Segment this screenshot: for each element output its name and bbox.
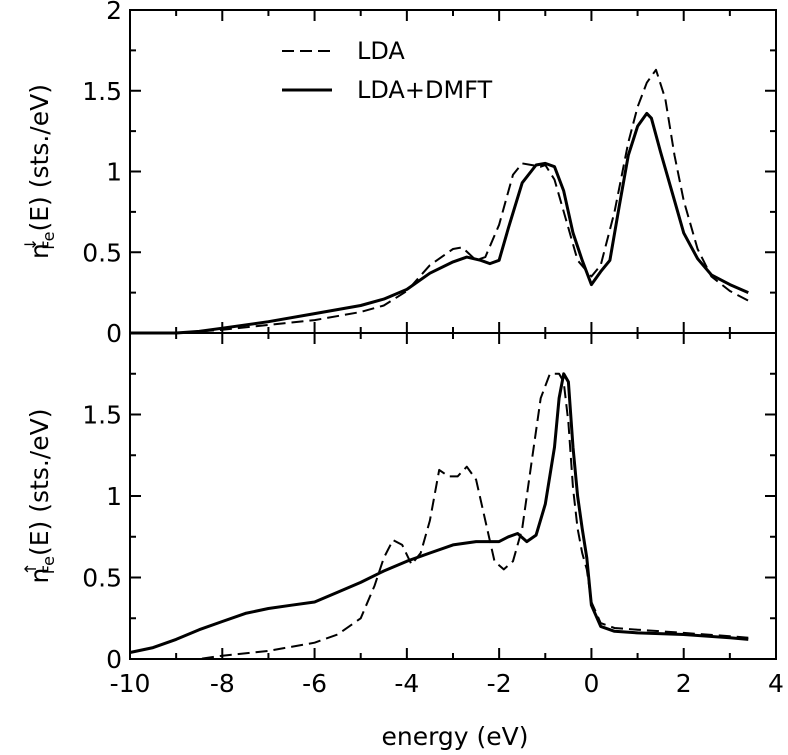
y-axis-label-n: n: [25, 568, 54, 584]
y-tick-label: 0.5: [82, 238, 122, 267]
legend-label-lda-dmft: LDA+DMFT: [357, 76, 493, 104]
series-line-lda: [130, 372, 749, 660]
y-axis-label-rest: (E) (sts./eV): [25, 84, 54, 231]
y-axis-label-n: n: [25, 243, 54, 259]
x-tick-label: -8: [210, 669, 235, 698]
y-tick-label: 0: [106, 645, 122, 674]
y-tick-label: 1: [106, 158, 122, 187]
y-tick-label: 1.5: [82, 401, 122, 430]
legend-label-lda: LDA: [357, 37, 405, 65]
plot-frame: [129, 9, 777, 334]
y-axis-label-spin-arrow: ↓: [21, 238, 40, 251]
bottom-panel: 0 0.5 1 1.5 -10 -8 -6 -4 -2 0 2 4 n↑Fe(E) (sts./eV): [21, 332, 784, 698]
y-tick-label: 1.5: [82, 77, 122, 106]
x-tick-label: 4: [768, 669, 784, 698]
x-tick-label: 2: [676, 669, 692, 698]
x-tick-label: -4: [394, 669, 419, 698]
x-tick-label: -10: [110, 669, 151, 698]
y-tick-label: 0: [106, 319, 122, 348]
y-axis-label-spin-arrow: ↑: [21, 562, 40, 575]
y-axis-label-fe: Fe: [39, 556, 58, 574]
series-line-lda-dmft: [130, 111, 749, 335]
legend: LDA LDA+DMFT: [282, 37, 493, 104]
x-tick-label: -6: [302, 669, 327, 698]
y-axis-label: n↓Fe(E) (sts./eV): [21, 84, 58, 259]
series-line-lda: [130, 68, 749, 334]
y-tick-label: 1: [106, 482, 122, 511]
y-tick-label: 0.5: [82, 564, 122, 593]
y-axis-label: n↑Fe(E) (sts./eV): [21, 409, 58, 584]
y-axis-label-fe: Fe: [39, 232, 58, 250]
x-tick-label: 0: [583, 669, 599, 698]
y-tick-label: 2: [106, 0, 122, 25]
plot-frame: [129, 332, 777, 660]
x-tick-label: -2: [487, 669, 512, 698]
x-axis-label: energy (eV): [381, 722, 528, 751]
series-line-lda-dmft: [129, 372, 749, 654]
y-axis-label-rest: (E) (sts./eV): [25, 409, 54, 556]
